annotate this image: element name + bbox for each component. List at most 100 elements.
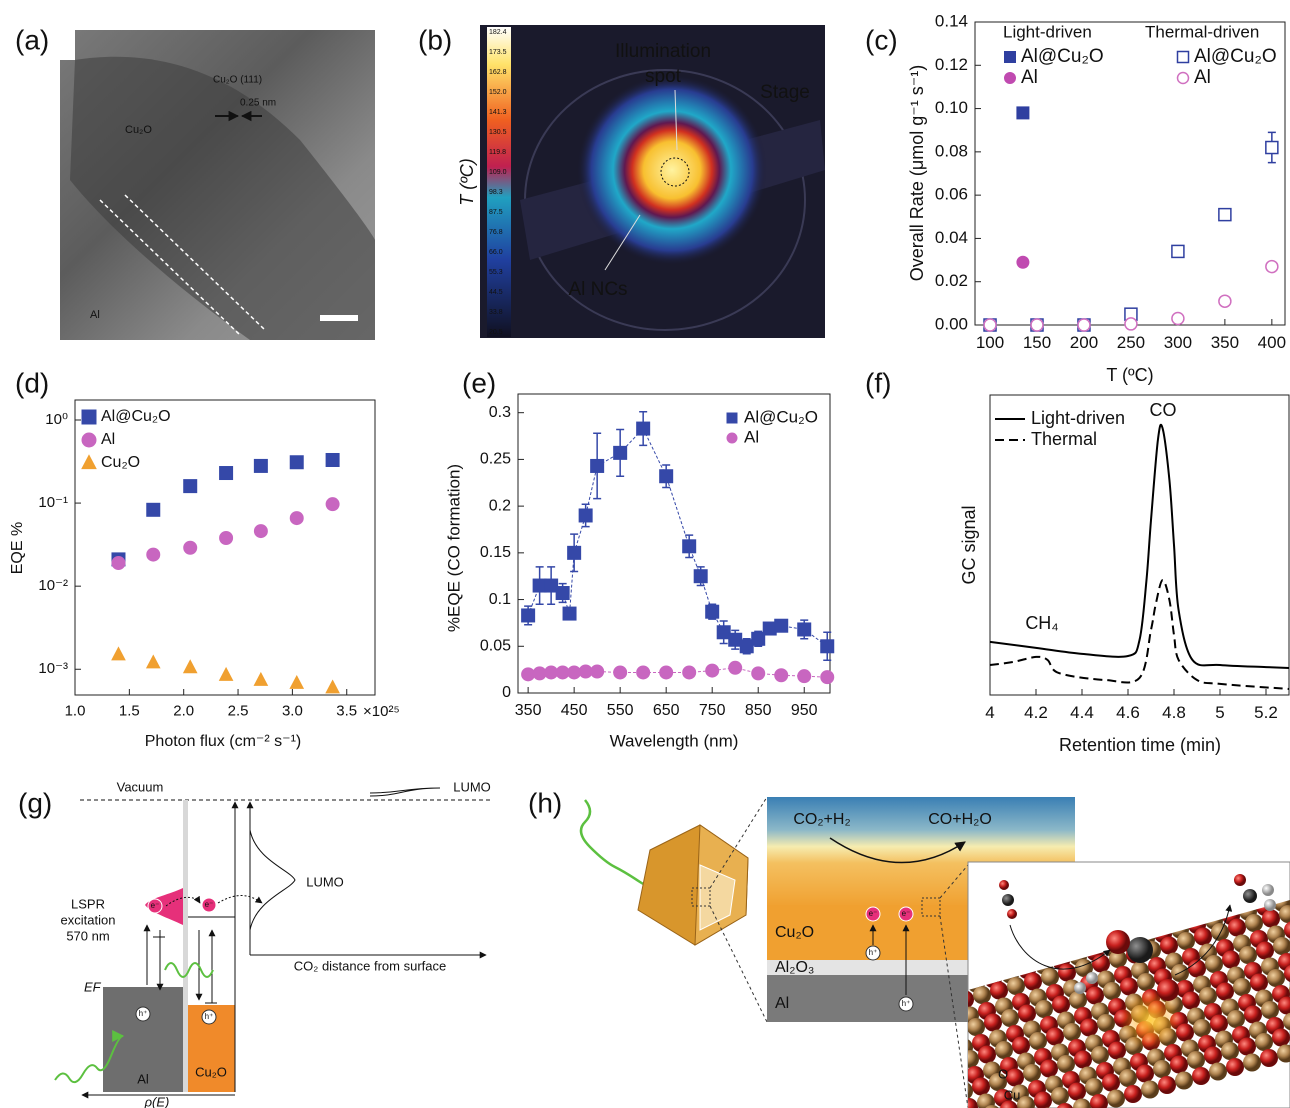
marker xyxy=(289,674,305,689)
charge-label: e⁻ xyxy=(151,901,160,910)
colorbar-tick-label: 20.5 xyxy=(489,329,503,336)
marker xyxy=(253,671,269,686)
line xyxy=(989,579,1290,690)
marker xyxy=(145,654,161,669)
marker xyxy=(146,547,161,562)
colorbar-tick-label: 182.4 xyxy=(489,29,507,36)
marker xyxy=(820,670,835,685)
x-tick-label: 4.4 xyxy=(1070,703,1094,722)
charge-label: h⁺ xyxy=(902,999,911,1008)
marker xyxy=(613,445,628,460)
legend-label: Thermal xyxy=(1031,429,1097,449)
y-axis-label: GC signal xyxy=(959,505,979,584)
marker xyxy=(1030,318,1044,332)
legend-label: Al@Cu₂O xyxy=(1194,46,1277,67)
image-label: Cu₂O xyxy=(125,124,152,136)
marker xyxy=(659,469,674,484)
marker xyxy=(739,639,754,654)
x-tick-label: 950 xyxy=(791,702,818,719)
diagram-label: CO₂ distance from surface xyxy=(294,958,446,973)
marker xyxy=(567,665,582,680)
diagram-label: O xyxy=(998,1066,1008,1081)
diagram-label: Vacuum xyxy=(117,779,164,794)
x-tick-label: 650 xyxy=(653,702,680,719)
marker xyxy=(289,455,304,470)
marker xyxy=(774,668,789,683)
y-tick-label: 0.2 xyxy=(489,497,511,514)
diagram-label: EF xyxy=(84,979,102,994)
marker xyxy=(521,667,536,682)
legend-label: Al@Cu₂O xyxy=(744,407,818,426)
colorbar-tick-label: 76.8 xyxy=(489,229,503,236)
legend-marker xyxy=(81,409,97,425)
x-tick-label: 350 xyxy=(1211,333,1239,352)
diagram-label: excitation xyxy=(61,912,116,927)
x-tick-label: 750 xyxy=(699,702,726,719)
energy-diagram xyxy=(54,787,490,1099)
legend-marker xyxy=(1176,50,1190,64)
legend-label: Al xyxy=(101,431,115,448)
marker xyxy=(182,659,198,674)
plot-frame xyxy=(517,393,831,694)
panel-label: (f) xyxy=(865,367,891,398)
marker xyxy=(1124,317,1138,331)
legend-marker xyxy=(81,454,97,470)
colorbar-label: T (ºC) xyxy=(457,158,477,206)
legend-marker xyxy=(1004,72,1016,84)
y-tick-label: 0.15 xyxy=(480,544,511,561)
marker xyxy=(1016,106,1030,120)
y-tick-label: 0.10 xyxy=(935,98,968,117)
x-tick-label: 5.2 xyxy=(1254,703,1278,722)
x-tick-label: 4.6 xyxy=(1116,703,1140,722)
plot-frame xyxy=(989,394,1290,696)
y-tick-label: 0.3 xyxy=(489,404,511,421)
colorbar-tick-label: 33.8 xyxy=(489,309,503,316)
marker xyxy=(1265,140,1279,155)
diagram-label: ρ(E) xyxy=(144,1094,170,1108)
marker xyxy=(682,665,697,680)
line xyxy=(989,423,1290,669)
plot-frame xyxy=(74,399,376,696)
legend-marker xyxy=(726,412,738,424)
marker xyxy=(325,679,340,694)
diagram-label: Cu xyxy=(1004,1087,1021,1102)
marker xyxy=(146,502,161,517)
x-tick-label: 1.5 xyxy=(119,702,140,719)
diagram-label: Cu₂O xyxy=(195,1064,227,1079)
charge-label: e⁻ xyxy=(869,909,878,918)
colorbar-tick-label: 87.5 xyxy=(489,209,503,216)
marker xyxy=(289,511,304,526)
annotation: CO xyxy=(1150,400,1177,420)
x-tick-label: 4.2 xyxy=(1024,703,1048,722)
marker xyxy=(1218,294,1232,308)
x-axis-label: T (ºC) xyxy=(1106,365,1153,385)
y-tick-label: 0.14 xyxy=(935,11,968,30)
marker xyxy=(1265,259,1279,274)
panel-label: (b) xyxy=(418,24,452,55)
diagram-label: LSPR xyxy=(71,896,105,911)
marker xyxy=(774,618,789,633)
diagram-label: Al₂O₃ xyxy=(775,959,814,976)
legend-label: Al@Cu₂O xyxy=(101,408,171,425)
colorbar-tick-label: 173.5 xyxy=(489,49,507,56)
x-axis-label: Wavelength (nm) xyxy=(610,731,739,750)
image-label: Stage xyxy=(760,82,810,103)
reaction-scheme xyxy=(579,796,1290,1108)
tem-image xyxy=(60,30,375,341)
marker xyxy=(253,458,268,473)
panel-label: (a) xyxy=(15,24,49,55)
marker xyxy=(1171,311,1185,326)
marker xyxy=(636,421,651,436)
legend-label: Cu₂O xyxy=(101,454,140,471)
charge-label: h⁺ xyxy=(205,1012,214,1021)
legend-marker xyxy=(1004,51,1016,63)
marker xyxy=(567,545,582,560)
marker xyxy=(751,666,766,681)
marker xyxy=(1218,207,1232,222)
diagram-label: Al xyxy=(137,1071,149,1086)
marker xyxy=(797,669,812,684)
x-tick-label: 1.0 xyxy=(65,702,86,719)
y-tick-label: 0.12 xyxy=(935,55,968,74)
y-tick-label: 10⁻³ xyxy=(38,660,68,677)
